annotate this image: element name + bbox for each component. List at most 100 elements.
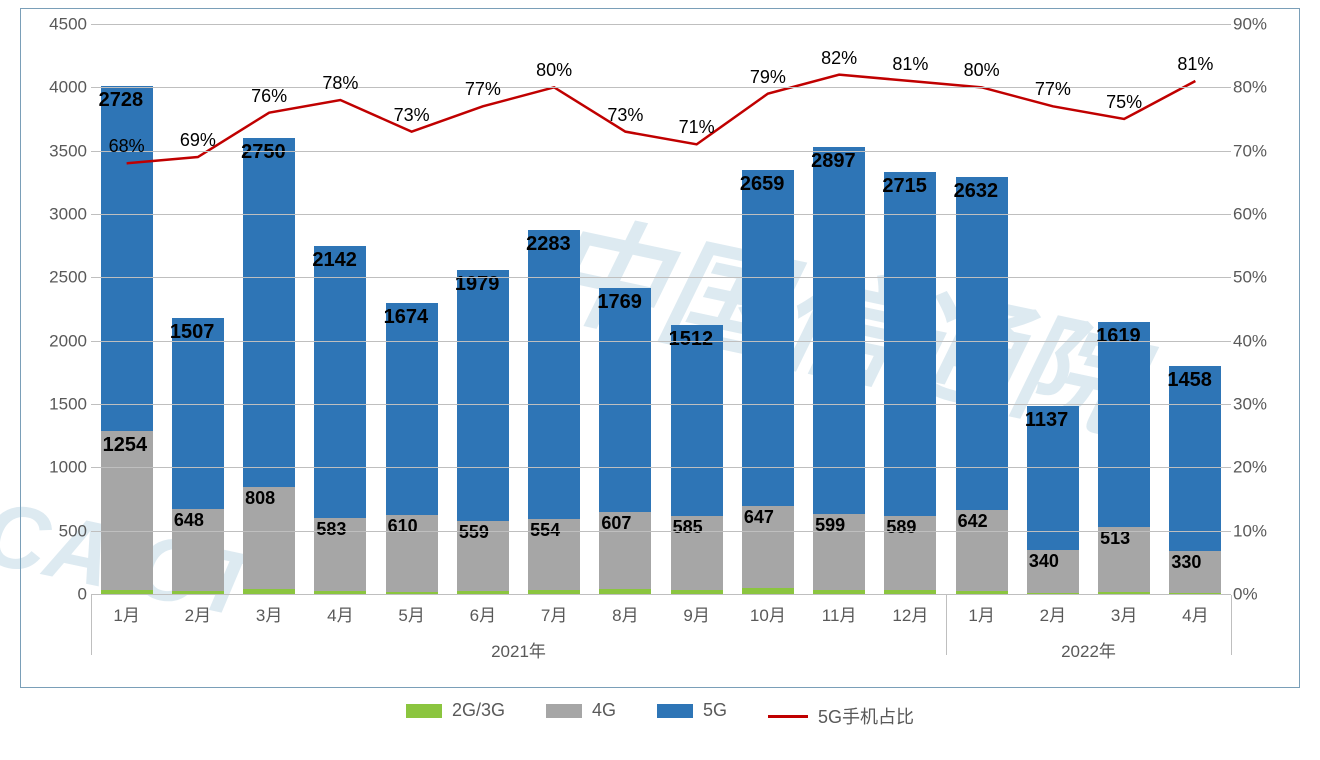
legend-2g3g: 2G/3G xyxy=(406,700,505,721)
bar-4g-label: 642 xyxy=(958,511,988,532)
pct-label: 78% xyxy=(322,73,358,94)
y-axis-left: 050010001500200025003000350040004500 xyxy=(39,24,87,594)
bar-seg-5g xyxy=(172,318,224,509)
pct-label: 73% xyxy=(607,105,643,126)
grid-line xyxy=(91,214,1231,215)
legend-line-swatch xyxy=(768,715,808,718)
grid-line xyxy=(91,277,1231,278)
pct-label: 81% xyxy=(892,54,928,75)
bar-seg-5g xyxy=(884,172,936,516)
legend-label-5g: 5G xyxy=(703,700,727,721)
y-tick-right: 60% xyxy=(1233,206,1281,223)
legend-swatch-4g xyxy=(546,704,582,718)
bar-4g-label: 340 xyxy=(1029,551,1059,572)
y-tick-left: 2000 xyxy=(39,332,87,349)
year-sep xyxy=(1231,595,1232,655)
x-month-label: 5月 xyxy=(398,601,424,626)
bar-4g-label: 610 xyxy=(388,516,418,537)
bar-5g-label: 1769 xyxy=(597,291,642,314)
x-month-label: 4月 xyxy=(1182,601,1208,626)
pct-label: 71% xyxy=(679,117,715,138)
pct-label: 69% xyxy=(180,130,216,151)
bar-5g-label: 1458 xyxy=(1167,369,1212,392)
pct-label: 80% xyxy=(964,60,1000,81)
bar-seg-5g xyxy=(671,325,723,517)
plot-area: 1254272864815078082750583214261016745591… xyxy=(91,24,1231,594)
bar-5g-label: 2715 xyxy=(882,175,927,198)
bar-5g-label: 2659 xyxy=(740,173,785,196)
bar-4g-label: 1254 xyxy=(103,434,148,457)
x-month-label: 3月 xyxy=(256,601,282,626)
grid-line xyxy=(91,467,1231,468)
year-sep xyxy=(946,595,947,655)
legend-label-line: 5G手机占比 xyxy=(818,703,914,729)
bar-seg-5g xyxy=(956,177,1008,510)
bar-seg-5g xyxy=(1169,366,1221,551)
bar-5g-label: 2632 xyxy=(954,180,999,203)
y-tick-right: 30% xyxy=(1233,396,1281,413)
bar-5g-label: 2283 xyxy=(526,233,571,256)
pct-label: 81% xyxy=(1177,54,1213,75)
bar-5g-label: 1512 xyxy=(669,328,714,351)
x-month-label: 12月 xyxy=(892,601,928,626)
bar-5g-label: 1619 xyxy=(1096,325,1141,348)
x-month-label: 3月 xyxy=(1111,601,1137,626)
bar-seg-5g xyxy=(386,303,438,515)
x-month-label: 9月 xyxy=(683,601,709,626)
y-tick-left: 2500 xyxy=(39,269,87,286)
y-tick-right: 10% xyxy=(1233,522,1281,539)
x-month-label: 8月 xyxy=(612,601,638,626)
y-tick-right: 20% xyxy=(1233,459,1281,476)
bar-4g-label: 330 xyxy=(1171,552,1201,573)
grid-line xyxy=(91,531,1231,532)
x-month-label: 1月 xyxy=(113,601,139,626)
pct-label: 68% xyxy=(109,136,145,157)
year-sep xyxy=(91,595,92,655)
legend-label-4g: 4G xyxy=(592,700,616,721)
pct-label: 82% xyxy=(821,48,857,69)
year-label: 2021年 xyxy=(491,637,546,662)
bar-seg-5g xyxy=(599,288,651,512)
pct-label: 76% xyxy=(251,86,287,107)
y-axis-right: 0%10%20%30%40%50%60%70%80%90% xyxy=(1233,24,1281,594)
x-month-label: 11月 xyxy=(822,601,857,626)
legend-swatch-5g xyxy=(657,704,693,718)
y-tick-right: 80% xyxy=(1233,79,1281,96)
bar-4g-label: 648 xyxy=(174,510,204,531)
y-tick-left: 1000 xyxy=(39,459,87,476)
bar-4g-label: 559 xyxy=(459,522,489,543)
x-month-label: 4月 xyxy=(327,601,353,626)
bar-5g-label: 1137 xyxy=(1025,409,1068,432)
y-tick-left: 0 xyxy=(39,586,87,603)
y-tick-left: 4000 xyxy=(39,79,87,96)
grid-line xyxy=(91,404,1231,405)
pct-label: 73% xyxy=(394,105,430,126)
bar-4g-label: 585 xyxy=(673,517,703,538)
pct-label: 80% xyxy=(536,60,572,81)
grid-line xyxy=(91,151,1231,152)
chart-container: CAICT 中国信通院 0500100015002000250030003500… xyxy=(20,8,1300,688)
year-label: 2022年 xyxy=(1061,637,1116,662)
bar-seg-5g xyxy=(742,170,794,507)
pct-label: 75% xyxy=(1106,92,1142,113)
y-tick-right: 0% xyxy=(1233,586,1281,603)
y-tick-left: 3000 xyxy=(39,206,87,223)
bar-5g-label: 2750 xyxy=(241,141,286,164)
bar-5g-label: 2142 xyxy=(312,249,357,272)
y-tick-right: 50% xyxy=(1233,269,1281,286)
legend-label-2g3g: 2G/3G xyxy=(452,700,505,721)
bar-4g-label: 589 xyxy=(886,517,916,538)
legend-swatch-2g3g xyxy=(406,704,442,718)
legend: 2G/3G 4G 5G 5G手机占比 xyxy=(0,700,1320,729)
bar-seg-5g xyxy=(813,147,865,514)
bar-seg-5g xyxy=(528,230,580,519)
bar-seg-5g xyxy=(457,270,509,521)
x-month-label: 10月 xyxy=(750,601,786,626)
y-tick-left: 4500 xyxy=(39,16,87,33)
grid-line xyxy=(91,341,1231,342)
y-tick-right: 70% xyxy=(1233,142,1281,159)
x-month-label: 7月 xyxy=(541,601,567,626)
legend-5g: 5G xyxy=(657,700,727,721)
y-tick-left: 1500 xyxy=(39,396,87,413)
bar-5g-label: 2728 xyxy=(99,89,144,112)
